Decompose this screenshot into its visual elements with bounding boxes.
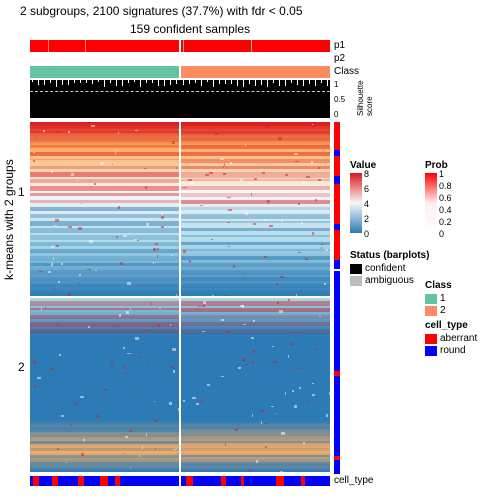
y-axis-label: k-means with 2 groups (2, 159, 16, 280)
silhouette-track (30, 80, 330, 118)
bottom-cell-type-label: cell_type (334, 475, 373, 486)
annot-label-class: Class (334, 66, 359, 77)
title-main: 2 subgroups, 2100 signatures (37.7%) wit… (20, 4, 303, 18)
legend-prob: Prob10.80.60.40.20 (425, 160, 448, 233)
legend-class: Class12 (425, 280, 452, 317)
title-sub: 159 confident samples (130, 22, 250, 36)
legend-cell_type: cell_typeaberrantround (425, 320, 477, 357)
sil-tick: 0 (334, 110, 338, 119)
bottom-cell-type-bar (30, 476, 330, 486)
row-group-2-label: 2 (18, 360, 25, 374)
annot-label-p1: p1 (334, 40, 345, 51)
sil-tick: 1 (334, 80, 338, 89)
row-cell-type-sidebar (334, 122, 340, 472)
heatmap-body (30, 122, 330, 472)
legend-status-barplots-: Status (barplots)confidentambiguous (350, 250, 429, 287)
row-group-1-label: 1 (18, 185, 25, 199)
sil-tick: 0.5 (334, 95, 345, 104)
annotation-tracks (30, 40, 330, 79)
sil-ylabel: Silhouette score (356, 80, 374, 116)
annot-label-p2: p2 (334, 53, 345, 64)
legend-value: Value86420 (350, 160, 376, 233)
